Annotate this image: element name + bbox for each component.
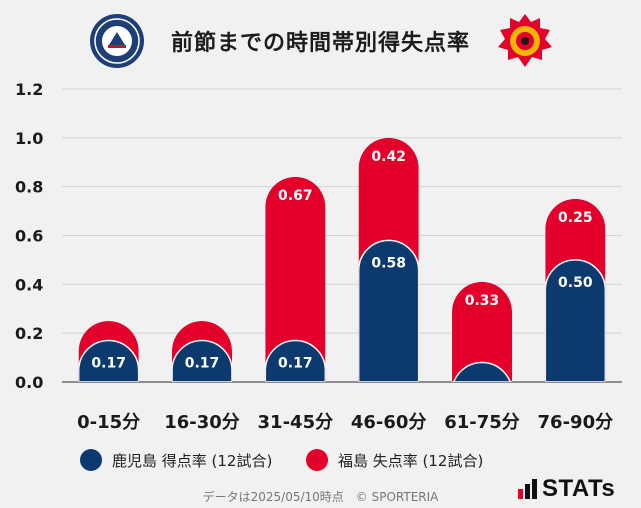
bar-segment-kagoshima xyxy=(452,361,512,382)
x-tick-label: 76-90分 xyxy=(538,412,614,433)
bar-segment-kagoshima xyxy=(78,339,139,382)
legend-item-fukushima: 福島 失点率 (12試合) xyxy=(306,449,483,471)
legend: 鹿児島 得点率 (12試合) 福島 失点率 (12試合) xyxy=(0,449,641,475)
stats-brand: STATs xyxy=(518,475,616,502)
bar-value-label: 0.42 xyxy=(371,149,406,165)
bar-segment-kagoshima xyxy=(172,339,232,382)
bar-value-label: 0.33 xyxy=(465,293,500,309)
bar-value-label: 0.67 xyxy=(278,188,313,204)
chart-header: 前節までの時間帯別得失点率 xyxy=(0,0,641,80)
bar-value-label: 0.58 xyxy=(371,255,406,271)
stats-brand-name: STATs xyxy=(542,475,616,502)
bar-value-label: 0.50 xyxy=(558,275,593,291)
bar-value-label: 0.17 xyxy=(185,355,220,371)
y-tick-label: 0.0 xyxy=(15,373,43,392)
legend-swatch-fukushima xyxy=(306,449,328,471)
chart-title: 前節までの時間帯別得失点率 xyxy=(170,31,470,56)
y-tick-label: 0.6 xyxy=(15,227,43,246)
kagoshima-logo xyxy=(88,12,146,70)
bar-segment-fukushima xyxy=(452,281,512,382)
bar-value-label: 0.17 xyxy=(278,355,313,371)
bar-segment-kagoshima xyxy=(358,239,419,382)
bar-segment-fukushima xyxy=(265,176,326,382)
bar-segment-kagoshima xyxy=(265,339,326,382)
legend-swatch-kagoshima xyxy=(80,449,102,471)
x-tick-label: 16-30分 xyxy=(164,412,240,433)
bar-group: 0.17 xyxy=(172,320,232,382)
x-tick-label: 31-45分 xyxy=(258,412,334,433)
x-tick-label: 46-60分 xyxy=(351,412,427,433)
x-tick-label: 61-75分 xyxy=(444,412,520,433)
y-tick-label: 0.2 xyxy=(15,324,43,343)
fukushima-logo xyxy=(496,12,554,70)
bar-value-label: 0.17 xyxy=(91,355,126,371)
bar-segment-kagoshima xyxy=(545,259,606,382)
bar-group: 0.17 0.67 xyxy=(265,176,326,382)
bar-group: 0.33 xyxy=(452,281,512,382)
legend-item-kagoshima: 鹿児島 得点率 (12試合) xyxy=(80,449,272,471)
legend-label-kagoshima: 鹿児島 得点率 (12試合) xyxy=(112,451,273,470)
bars-layer: 0.17 0.17 0.17 0.67 0.58 0.42 0.33 0.50 0.25 xyxy=(78,137,606,382)
bar-value-label: 0.25 xyxy=(558,210,593,226)
grid-layer xyxy=(62,88,622,383)
y-tick-label: 1.0 xyxy=(15,129,43,148)
bar-group: 0.17 xyxy=(78,320,139,382)
legend-label-fukushima: 福島 失点率 (12試合) xyxy=(338,451,484,470)
x-axis-ticks: 0-15分 16-30分 31-45分 46-60分 61-75分 76-90分 xyxy=(77,412,613,433)
footer-note: データは2025/05/10時点 © SPORTERIA xyxy=(202,490,439,504)
bar-group: 0.58 0.42 xyxy=(358,137,419,382)
bar-group: 0.50 0.25 xyxy=(545,198,606,382)
y-axis-ticks: 0.0 0.2 0.4 0.6 0.8 1.0 1.2 xyxy=(15,80,43,392)
bar-chart: 0.00.20.40.60.81.01.2 0.17 0.17 0.170.670.… xyxy=(15,80,622,433)
x-tick-label: 0-15分 xyxy=(77,412,140,433)
y-tick-label: 0.8 xyxy=(15,178,43,197)
y-tick-label: 0.4 xyxy=(15,275,43,294)
y-tick-label: 1.2 xyxy=(15,80,43,99)
stats-logo-icon xyxy=(518,479,537,499)
